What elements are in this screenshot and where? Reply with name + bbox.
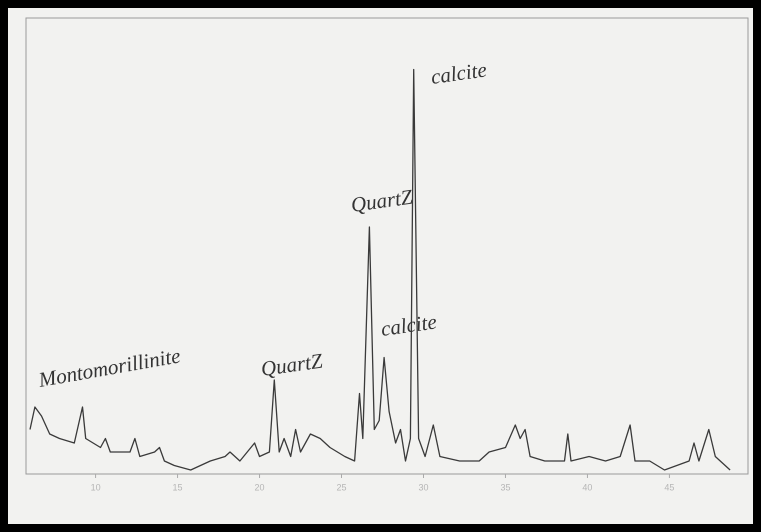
- x-tick-label: 15: [173, 482, 183, 492]
- x-tick-label: 40: [582, 482, 592, 492]
- paper: [8, 8, 753, 524]
- x-tick-label: 30: [418, 482, 428, 492]
- page: {"chart_data": {"type": "line", "annotat…: [0, 0, 761, 532]
- x-tick-label: 20: [255, 482, 265, 492]
- x-tick-label: 25: [337, 482, 347, 492]
- x-tick-label: 35: [500, 482, 510, 492]
- x-tick-label: 10: [91, 482, 101, 492]
- x-tick-label: 45: [664, 482, 674, 492]
